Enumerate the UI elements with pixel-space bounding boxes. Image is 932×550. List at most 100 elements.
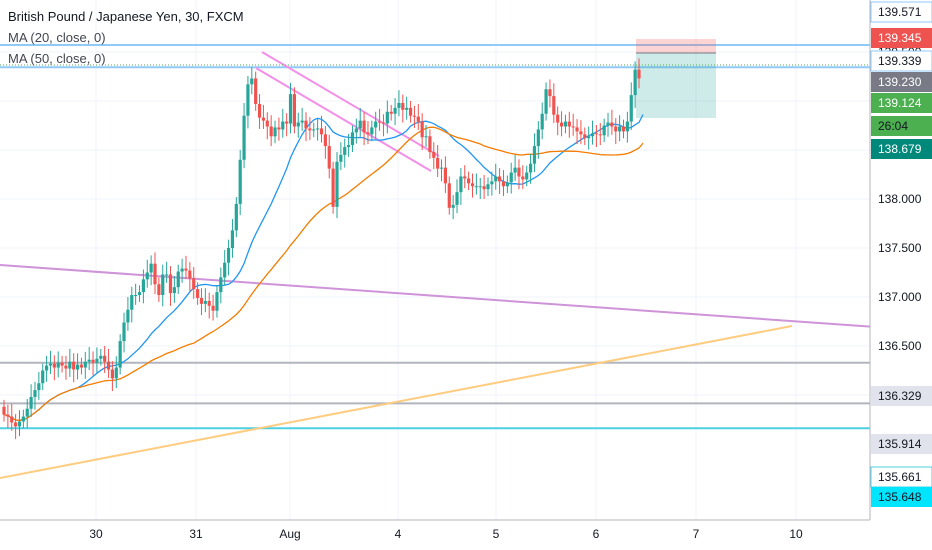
candle[interactable] [474, 173, 478, 195]
candle[interactable] [575, 119, 579, 145]
short-position-tool[interactable] [636, 39, 716, 118]
candle[interactable] [44, 355, 49, 382]
candle[interactable] [443, 156, 448, 194]
candle[interactable] [583, 127, 587, 146]
candle[interactable] [358, 107, 362, 137]
candle[interactable] [64, 355, 68, 380]
candle[interactable] [416, 103, 420, 130]
candle[interactable] [269, 115, 273, 147]
candle[interactable] [544, 82, 548, 121]
candle[interactable] [451, 195, 455, 220]
candle[interactable] [52, 355, 56, 381]
candle[interactable] [149, 255, 153, 286]
candle[interactable] [381, 114, 386, 137]
candle[interactable] [606, 112, 610, 137]
candle[interactable] [509, 162, 513, 194]
candle[interactable] [277, 117, 281, 141]
candle[interactable] [467, 171, 471, 191]
candle[interactable] [482, 174, 486, 199]
candle[interactable] [343, 138, 347, 168]
target-zone[interactable] [636, 53, 716, 118]
candle[interactable] [48, 350, 53, 374]
candle[interactable] [60, 355, 64, 373]
candle[interactable] [447, 176, 451, 215]
candle[interactable] [246, 76, 250, 129]
candle[interactable] [455, 179, 459, 214]
candle[interactable] [571, 113, 575, 136]
candle[interactable] [567, 111, 571, 138]
candle[interactable] [618, 115, 622, 142]
candle[interactable] [168, 266, 173, 306]
candle[interactable] [490, 171, 494, 196]
candle[interactable] [405, 96, 409, 120]
candle[interactable] [114, 356, 118, 389]
candle[interactable] [637, 58, 641, 89]
candle[interactable] [10, 403, 14, 431]
candle[interactable] [91, 351, 95, 376]
candle[interactable] [261, 104, 266, 129]
candle[interactable] [393, 98, 397, 126]
candle[interactable] [281, 108, 285, 138]
candle[interactable] [424, 125, 428, 148]
candle[interactable] [37, 371, 41, 400]
candle[interactable] [463, 165, 467, 189]
candle[interactable] [312, 122, 316, 138]
candle[interactable] [420, 113, 424, 150]
candle[interactable] [145, 259, 149, 288]
candle[interactable] [157, 277, 161, 302]
candle[interactable] [130, 286, 134, 323]
candle[interactable] [335, 151, 339, 219]
candle[interactable] [633, 61, 637, 108]
candle[interactable] [137, 285, 142, 302]
candle[interactable] [292, 87, 296, 134]
candle[interactable] [594, 125, 599, 148]
candle[interactable] [176, 264, 180, 295]
candle[interactable] [362, 112, 366, 146]
candle[interactable] [370, 120, 374, 142]
candle[interactable] [532, 133, 537, 173]
candle[interactable] [517, 159, 521, 190]
candle[interactable] [234, 197, 238, 238]
candle[interactable] [207, 292, 211, 319]
channel-lower-line[interactable] [255, 67, 432, 172]
candle[interactable] [366, 121, 370, 145]
candle[interactable] [587, 126, 591, 150]
candle[interactable] [242, 102, 246, 169]
candle[interactable] [288, 82, 293, 134]
candle[interactable] [199, 288, 204, 316]
candle[interactable] [459, 168, 463, 205]
stop-zone[interactable] [636, 39, 716, 53]
candle[interactable] [265, 112, 269, 140]
candle[interactable] [79, 357, 84, 375]
candle[interactable] [408, 101, 413, 123]
time-axis-bg[interactable] [0, 520, 870, 550]
candle[interactable] [428, 129, 432, 159]
candle[interactable] [99, 348, 103, 366]
candle[interactable] [29, 384, 33, 418]
candle[interactable] [470, 173, 475, 198]
candle[interactable] [6, 404, 10, 428]
candle[interactable] [68, 348, 72, 377]
candle[interactable] [172, 275, 176, 303]
candle[interactable] [161, 264, 165, 307]
legend-ma-20[interactable]: MA (20, close, 0) [8, 30, 106, 45]
candle[interactable] [501, 170, 506, 197]
candle[interactable] [238, 150, 242, 216]
candle[interactable] [192, 267, 196, 299]
candle[interactable] [552, 83, 556, 124]
candle[interactable] [250, 67, 254, 95]
legend-ma-50[interactable]: MA (50, close, 0) [8, 51, 106, 66]
candles[interactable] [2, 58, 641, 440]
candle[interactable] [316, 118, 320, 141]
candle[interactable] [486, 177, 490, 197]
candle[interactable] [219, 267, 223, 304]
candle[interactable] [118, 334, 122, 375]
candle[interactable] [165, 261, 169, 283]
candle[interactable] [505, 175, 509, 194]
candle[interactable] [339, 142, 343, 171]
candle[interactable] [122, 312, 126, 353]
candle[interactable] [41, 363, 45, 391]
candle[interactable] [621, 119, 626, 139]
candle[interactable] [203, 288, 207, 313]
